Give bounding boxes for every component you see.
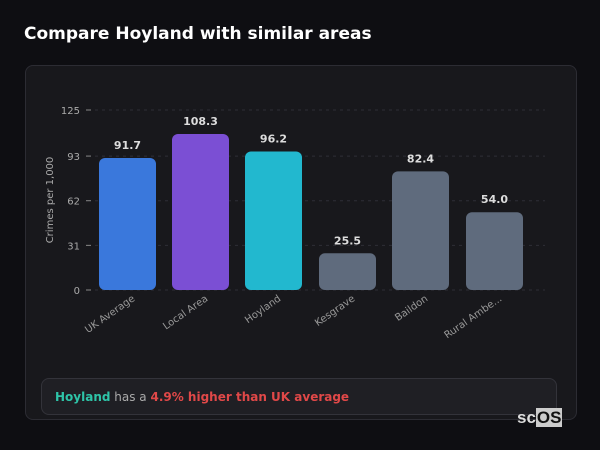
page-title: Compare Hoyland with similar areas (24, 24, 372, 44)
bar[interactable] (172, 134, 229, 290)
x-tick-label: Baildon (393, 293, 430, 323)
summary-area: Hoyland (55, 390, 111, 404)
y-tick-label: 31 (67, 241, 80, 252)
logo: scOS (517, 408, 563, 427)
bar[interactable] (392, 171, 449, 290)
summary-text: has a (110, 390, 151, 404)
bar[interactable] (245, 151, 302, 290)
data-label: 54.0 (481, 193, 508, 206)
x-tick-label: Kesgrave (313, 293, 357, 328)
data-label: 108.3 (183, 115, 218, 128)
summary-comparison: 4.9% higher than UK average (150, 390, 350, 404)
data-label: 96.2 (260, 132, 287, 145)
bar[interactable] (99, 157, 156, 290)
y-tick-label: 0 (74, 286, 80, 297)
y-tick-label: 62 (67, 197, 80, 208)
data-label: 82.4 (407, 152, 434, 165)
x-tick-label: Rural Ambe... (442, 293, 504, 341)
y-axis-label: Crimes per 1,000 (45, 157, 56, 244)
data-label: 91.7 (114, 139, 141, 152)
data-label: 25.5 (334, 234, 361, 247)
x-tick-label: UK Average (83, 293, 137, 335)
summary-box: Hoyland has a 4.9% higher than UK averag… (41, 378, 557, 415)
y-tick-label: 125 (61, 106, 80, 117)
x-tick-label: Hoyland (243, 293, 283, 326)
x-tick-label: Local Area (161, 293, 210, 332)
bar[interactable] (466, 212, 523, 290)
y-tick-label: 93 (67, 152, 80, 163)
bar[interactable] (319, 253, 376, 290)
